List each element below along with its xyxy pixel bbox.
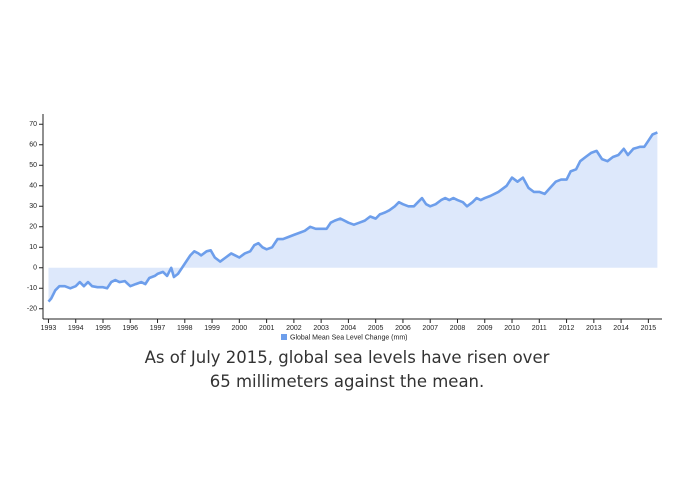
x-tick-label: 2003 [313,325,329,332]
x-tick-label: 2012 [559,325,575,332]
legend-swatch [281,334,287,340]
y-tick-label: 30 [29,203,37,210]
x-tick-label: 2014 [613,325,629,332]
x-tick-label: 2006 [395,325,411,332]
x-tick-label: 2007 [422,325,438,332]
chart: -20 -10 0 10 20 30 40 50 60 70 1993 1994 1995 1996 199… [27,114,662,341]
x-tick-label: 2001 [259,325,275,332]
area [48,132,658,302]
x-tick-label: 1999 [204,325,220,332]
y-tick-label: 20 [29,224,37,231]
y-tick-label: 70 [29,121,37,128]
x-tick-label: 2002 [286,325,302,332]
legend-label: Global Mean Sea Level Change (mm) [290,334,408,341]
x-tick-label: 2011 [532,325,547,332]
x-tick-label: 1996 [122,325,138,332]
caption: As of July 2015, global sea levels have … [144,348,550,391]
x-tick-label: 1994 [68,325,84,332]
y-tick-label: 60 [29,142,37,149]
x-tick-label: 2013 [586,325,602,332]
x-tick-label: 2000 [232,325,248,332]
y-tick-label: -10 [27,285,37,292]
y-tick-label: -20 [27,306,37,313]
y-tick-label: 40 [29,183,37,190]
x-tick-label: 2010 [504,325,520,332]
x-tick-label: 2015 [641,325,657,332]
x-tick-label: 2008 [450,325,466,332]
x-tick-label: 1997 [150,325,166,332]
x-tick-label: 1993 [41,325,57,332]
line [47,131,658,303]
y-tick-label: 50 [29,162,37,169]
x-tick-label: 2005 [368,325,384,332]
y-tick-label: 0 [33,265,37,272]
x-tick-label: 1998 [177,325,193,332]
x-tick-label: 2009 [477,325,493,332]
x-tick-label: 1995 [95,325,111,332]
x-tick-label: 2004 [341,325,357,332]
y-tick-label: 10 [29,244,37,251]
